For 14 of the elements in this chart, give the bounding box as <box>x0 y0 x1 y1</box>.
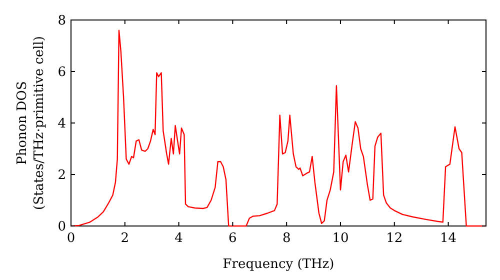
x-tick-label: 6 <box>228 231 237 246</box>
y-tick-label: 6 <box>58 65 66 80</box>
x-tick-label: 2 <box>120 231 130 246</box>
y-tick-label: 8 <box>58 14 66 28</box>
y-tick-label: 4 <box>58 116 66 132</box>
x-tick-label: 14 <box>440 231 457 246</box>
y-tick-label: 0 <box>58 220 66 234</box>
x-tick-label: 8 <box>282 231 291 246</box>
x-tick-label: 4 <box>174 231 183 246</box>
y-axis-title: Phonon DOS (States/THz·primitive cell) <box>15 36 47 210</box>
y-tick-label: 2 <box>58 168 66 183</box>
x-axis-title: Frequency (THz) <box>222 257 334 272</box>
x-tick-label: 10 <box>332 231 349 246</box>
x-tick-label: 12 <box>386 231 403 246</box>
